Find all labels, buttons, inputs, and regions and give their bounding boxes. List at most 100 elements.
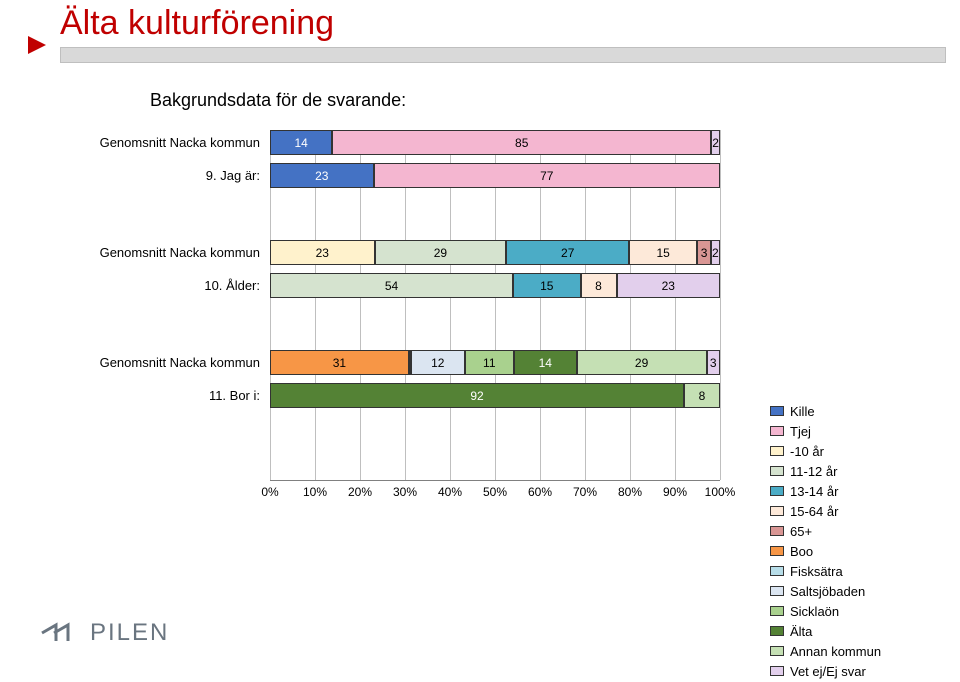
segment: 2	[711, 130, 720, 155]
legend-swatch	[770, 606, 784, 616]
legend-label: Fisksätra	[790, 564, 843, 579]
tick-label: 40%	[438, 485, 462, 499]
legend-swatch	[770, 426, 784, 436]
legend-item: 11-12 år	[770, 462, 881, 480]
header: Älta kulturförening	[60, 4, 950, 63]
logo: PILEN	[40, 619, 169, 647]
legend-swatch	[770, 506, 784, 516]
segment: 77	[374, 163, 721, 188]
segment: 31	[270, 350, 409, 375]
arrow-icon	[28, 36, 46, 54]
segment: 54	[270, 273, 513, 298]
legend-label: Annan kommun	[790, 644, 881, 659]
legend-label: 11-12 år	[790, 464, 837, 479]
row-label: Genomsnitt Nacka kommun	[60, 240, 260, 265]
subtitle: Bakgrundsdata för de svarande:	[150, 90, 406, 111]
legend-swatch	[770, 546, 784, 556]
legend-label: 13-14 år	[790, 484, 838, 499]
row-label: 9. Jag är:	[60, 163, 260, 188]
bar-row: 2377	[270, 163, 720, 188]
tick-label: 0%	[261, 485, 278, 499]
segment: 12	[411, 350, 465, 375]
segment: 2	[711, 240, 720, 265]
legend-label: 65+	[790, 524, 812, 539]
legend-swatch	[770, 646, 784, 656]
legend-item: Sicklaön	[770, 602, 881, 620]
row-label: 10. Ålder:	[60, 273, 260, 298]
tick-label: 10%	[303, 485, 327, 499]
legend-item: -10 år	[770, 442, 881, 460]
tick-label: 20%	[348, 485, 372, 499]
legend-item: Annan kommun	[770, 642, 881, 660]
tick-label: 60%	[528, 485, 552, 499]
legend-item: Tjej	[770, 422, 881, 440]
legend-swatch	[770, 486, 784, 496]
legend-item: Älta	[770, 622, 881, 640]
chart: 1485223772329271532541582331012111429392…	[60, 130, 740, 560]
row-label: Genomsnitt Nacka kommun	[60, 130, 260, 155]
bar-row: 928	[270, 383, 720, 408]
segment: 23	[270, 163, 374, 188]
legend-swatch	[770, 586, 784, 596]
row-label: 11. Bor i:	[60, 383, 260, 408]
row-label: Genomsnitt Nacka kommun	[60, 350, 260, 375]
legend-swatch	[770, 526, 784, 536]
legend-item: Fisksätra	[770, 562, 881, 580]
legend-swatch	[770, 566, 784, 576]
tick-label: 80%	[618, 485, 642, 499]
logo-text: PILEN	[90, 619, 169, 647]
segment: 11	[465, 350, 514, 375]
segment: 14	[514, 350, 577, 375]
legend-item: Boo	[770, 542, 881, 560]
segment: 23	[270, 240, 375, 265]
segment: 29	[577, 350, 707, 375]
legend-label: Boo	[790, 544, 813, 559]
legend-swatch	[770, 446, 784, 456]
segment: 15	[513, 273, 581, 298]
tick-label: 50%	[483, 485, 507, 499]
tick-label: 90%	[663, 485, 687, 499]
segment: 14	[270, 130, 332, 155]
legend-swatch	[770, 666, 784, 676]
tick-label: 70%	[573, 485, 597, 499]
segment: 15	[629, 240, 697, 265]
segment: 3	[707, 350, 720, 375]
page-title: Älta kulturförening	[60, 4, 950, 43]
plot-area: 1485223772329271532541582331012111429392…	[270, 130, 720, 481]
segment: 8	[581, 273, 617, 298]
bar-row: 14852	[270, 130, 720, 155]
segment: 23	[617, 273, 721, 298]
legend-label: Vet ej/Ej svar	[790, 664, 866, 679]
legend-item: Saltsjöbaden	[770, 582, 881, 600]
segment: 27	[506, 240, 629, 265]
legend-item: Kille	[770, 402, 881, 420]
legend-label: -10 år	[790, 444, 824, 459]
legend-item: 13-14 år	[770, 482, 881, 500]
segment: 29	[375, 240, 507, 265]
segment: 85	[332, 130, 711, 155]
legend-label: Tjej	[790, 424, 811, 439]
bar-row: 310121114293	[270, 350, 720, 375]
legend-label: Sicklaön	[790, 604, 839, 619]
legend-item: 65+	[770, 522, 881, 540]
bar-row: 5415823	[270, 273, 720, 298]
segment: 3	[697, 240, 711, 265]
x-axis: 0%10%20%30%40%50%60%70%80%90%100%	[270, 485, 720, 505]
logo-icon	[40, 621, 84, 645]
legend-label: Saltsjöbaden	[790, 584, 865, 599]
grid-line	[720, 130, 721, 480]
legend: Kille Tjej -10 år 11-12 år 13-14 år 15-64 år 6…	[770, 400, 881, 682]
title-bar	[60, 47, 946, 63]
legend-label: Kille	[790, 404, 815, 419]
tick-label: 30%	[393, 485, 417, 499]
segment: 8	[684, 383, 720, 408]
legend-label: Älta	[790, 624, 812, 639]
legend-label: 15-64 år	[790, 504, 838, 519]
legend-swatch	[770, 406, 784, 416]
legend-item: Vet ej/Ej svar	[770, 662, 881, 680]
legend-swatch	[770, 626, 784, 636]
legend-swatch	[770, 466, 784, 476]
legend-item: 15-64 år	[770, 502, 881, 520]
bar-row: 2329271532	[270, 240, 720, 265]
segment: 92	[270, 383, 684, 408]
